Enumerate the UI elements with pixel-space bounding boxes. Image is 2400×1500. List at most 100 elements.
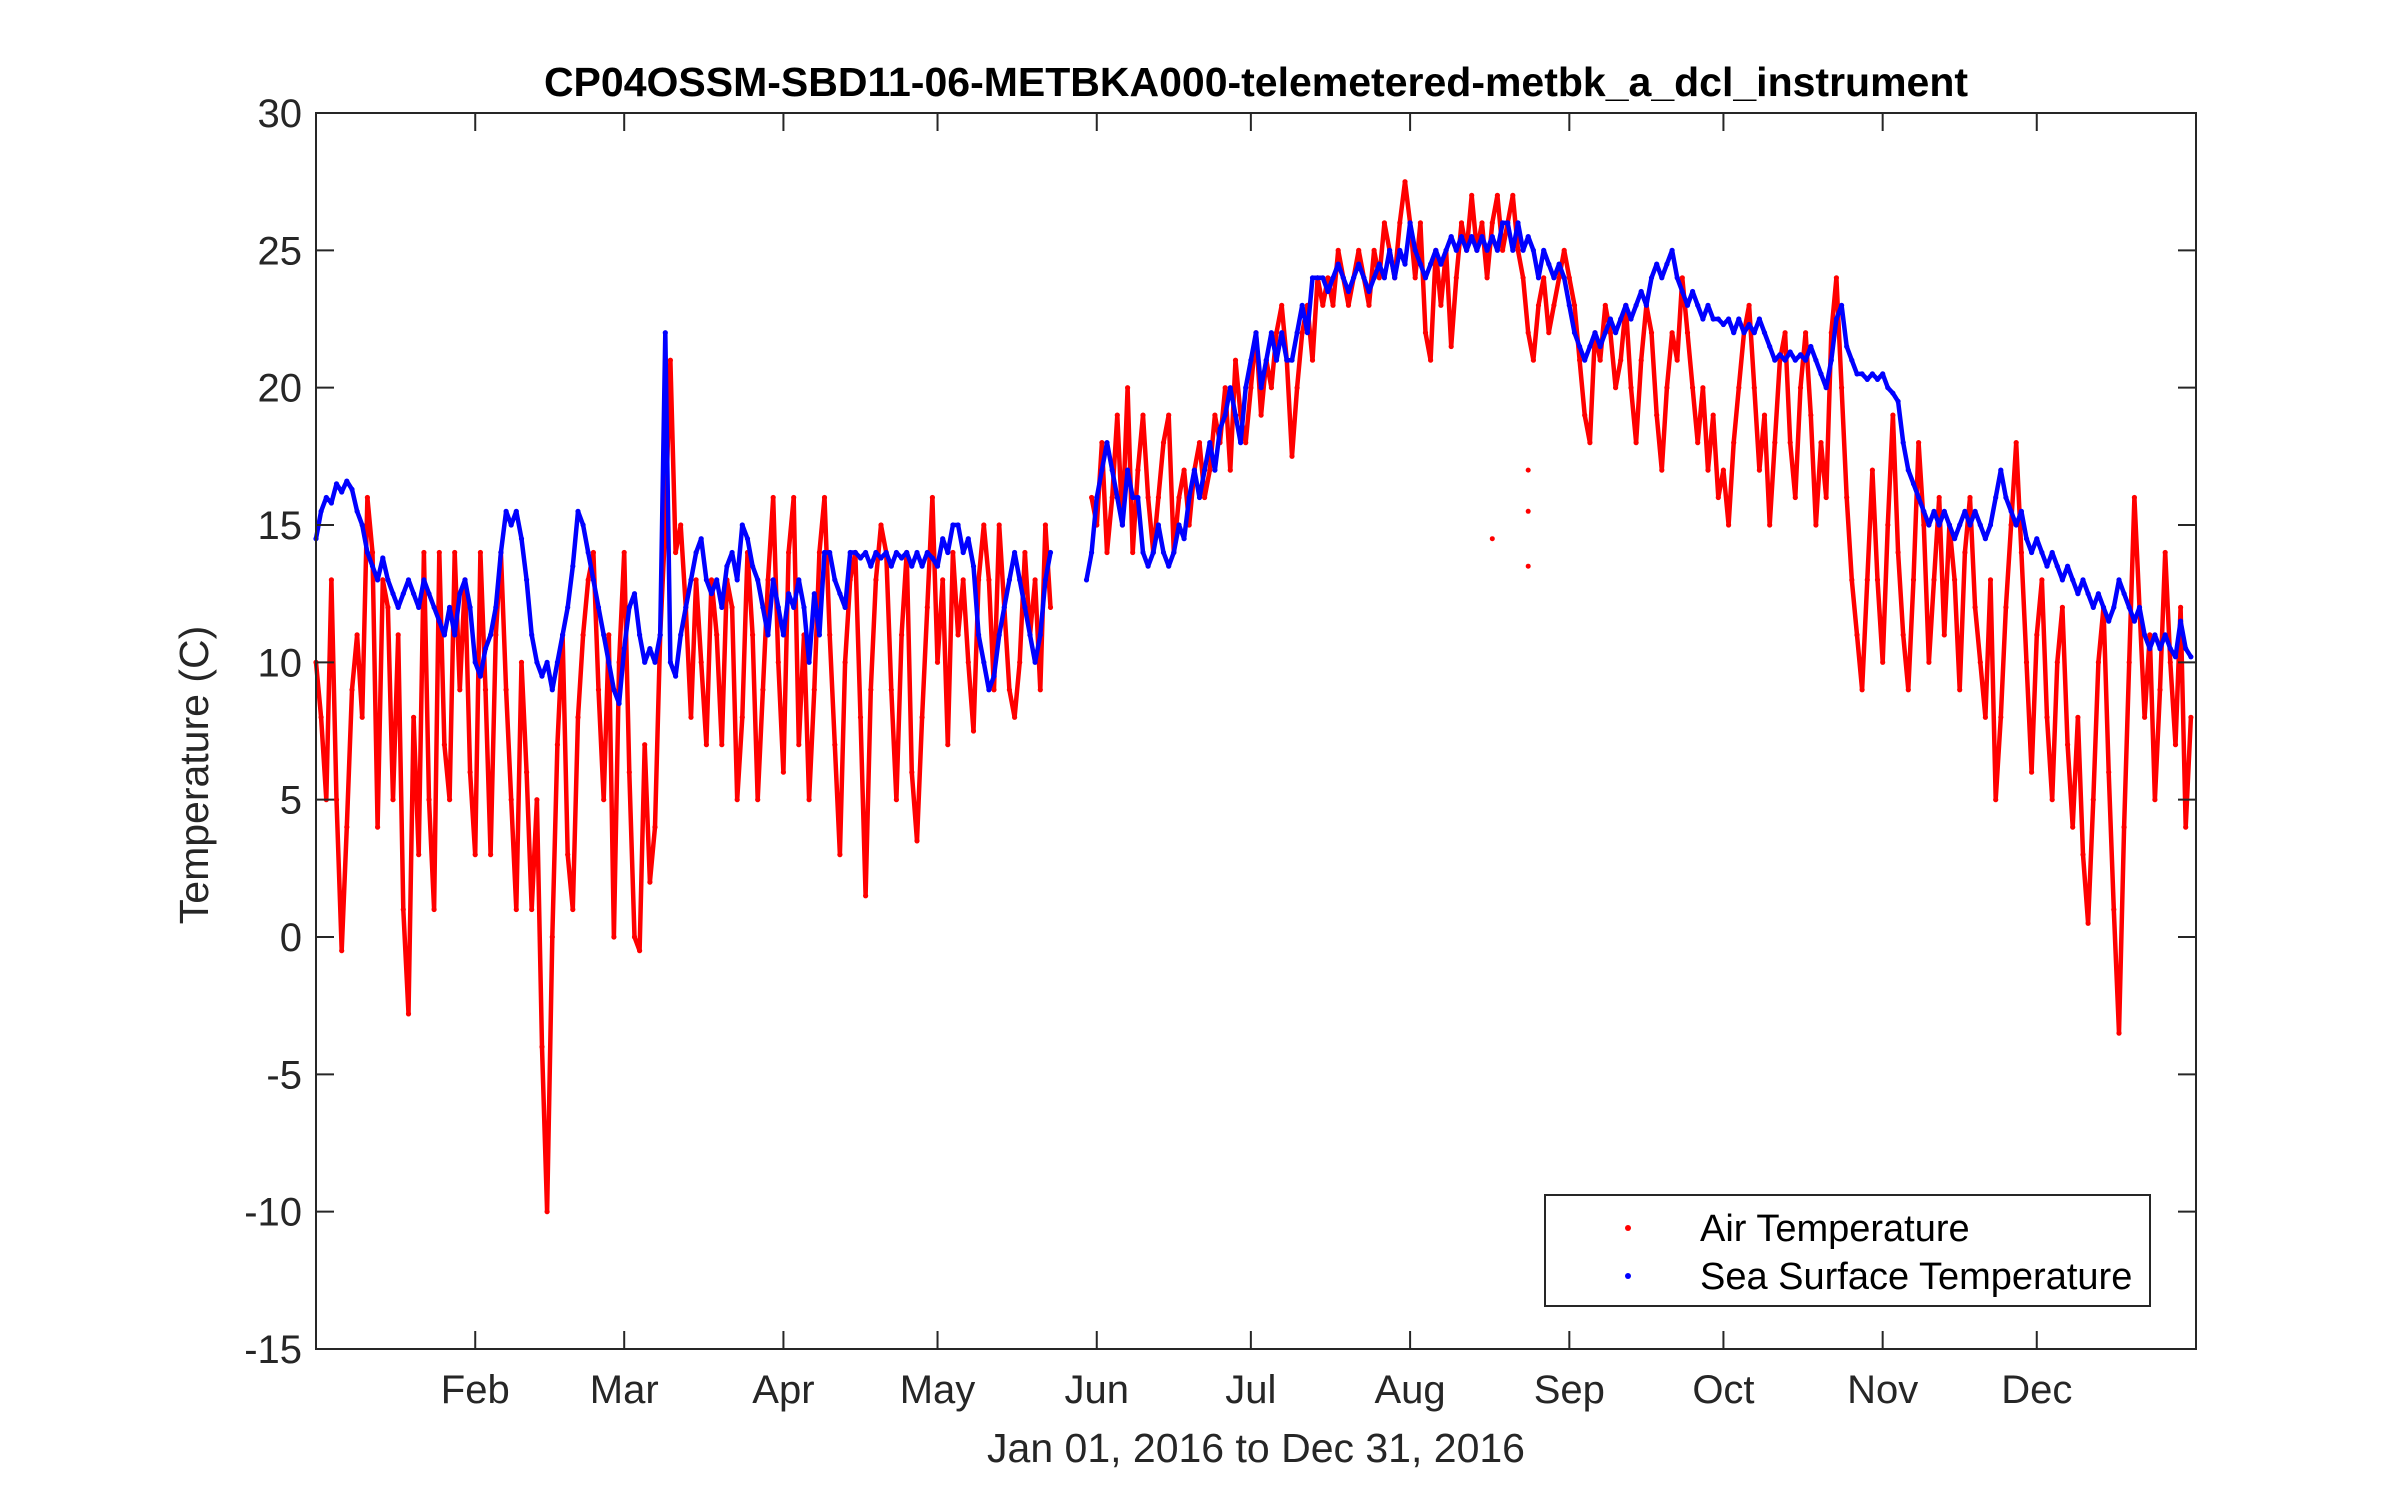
point-sea-surface-temperature xyxy=(1422,275,1429,281)
point-sea-surface-temperature xyxy=(1535,275,1542,281)
point-sea-surface-temperature xyxy=(1556,261,1562,267)
point-sea-surface-temperature xyxy=(375,577,381,583)
point-air-temperature xyxy=(1864,577,1870,583)
point-air-temperature xyxy=(421,549,427,556)
point-air-temperature xyxy=(2167,659,2173,665)
point-air-temperature xyxy=(770,494,776,501)
point-air-temperature xyxy=(667,357,674,363)
point-air-temperature xyxy=(1952,577,1958,583)
point-sea-surface-temperature xyxy=(765,632,771,638)
point-sea-surface-temperature xyxy=(1258,385,1264,391)
point-sea-surface-temperature xyxy=(1885,385,1891,391)
point-sea-surface-temperature xyxy=(611,687,617,693)
point-air-temperature xyxy=(637,948,643,954)
point-sea-surface-temperature xyxy=(821,549,828,556)
point-air-temperature xyxy=(1941,632,1947,638)
point-sea-surface-temperature xyxy=(2167,646,2173,652)
point-sea-surface-temperature xyxy=(1309,275,1316,281)
point-sea-surface-temperature xyxy=(1376,261,1382,267)
point-sea-surface-temperature xyxy=(1823,385,1829,391)
point-sea-surface-temperature xyxy=(2178,618,2184,624)
point-sea-surface-temperature xyxy=(873,549,879,556)
point-air-temperature xyxy=(857,714,864,720)
point-air-temperature xyxy=(1854,632,1860,638)
point-sea-surface-temperature xyxy=(426,591,432,597)
point-sea-surface-temperature xyxy=(1705,302,1711,308)
point-air-temperature xyxy=(590,549,597,556)
point-air-temperature xyxy=(1818,440,1824,446)
point-air-temperature xyxy=(1248,385,1254,391)
point-air-temperature xyxy=(1032,577,1038,583)
point-sea-surface-temperature xyxy=(791,604,797,611)
point-air-temperature xyxy=(1309,357,1316,363)
point-sea-surface-temperature xyxy=(380,555,386,561)
point-sea-surface-temperature xyxy=(1438,261,1444,267)
point-sea-surface-temperature xyxy=(1196,494,1203,501)
point-air-temperature xyxy=(2172,742,2179,748)
point-sea-surface-temperature xyxy=(1335,261,1341,267)
point-air-temperature xyxy=(2106,769,2112,775)
x-tick-label: Sep xyxy=(1534,1368,1605,1412)
point-air-temperature xyxy=(1566,275,1572,281)
y-tick-label: 5 xyxy=(280,779,302,823)
point-sea-surface-temperature xyxy=(1381,275,1387,281)
point-sea-surface-temperature xyxy=(667,659,674,665)
point-air-temperature xyxy=(1715,494,1721,501)
point-air-temperature xyxy=(775,659,781,665)
point-air-temperature xyxy=(601,797,607,803)
point-sea-surface-temperature xyxy=(508,522,514,528)
point-sea-surface-temperature xyxy=(837,591,843,597)
point-air-temperature xyxy=(1679,275,1685,281)
point-sea-surface-temperature xyxy=(554,659,561,665)
point-sea-surface-temperature xyxy=(924,549,930,556)
point-air-temperature xyxy=(2065,742,2071,748)
point-air-temperature xyxy=(411,714,417,720)
point-air-temperature xyxy=(328,577,334,583)
y-tick-label: -10 xyxy=(244,1191,302,1235)
point-air-temperature xyxy=(1166,412,1172,418)
point-air-temperature xyxy=(1130,549,1136,556)
point-air-temperature xyxy=(739,714,745,720)
point-air-temperature xyxy=(1916,440,1922,446)
point-air-temperature xyxy=(2070,824,2076,830)
point-air-temperature xyxy=(940,577,946,583)
point-air-temperature xyxy=(1484,275,1490,281)
point-air-temperature xyxy=(554,742,561,748)
point-sea-surface-temperature xyxy=(1633,302,1639,308)
point-sea-surface-temperature xyxy=(631,591,638,597)
point-sea-surface-temperature xyxy=(693,549,699,556)
point-air-temperature xyxy=(1114,412,1120,418)
legend-label-air-temperature: Air Temperature xyxy=(1700,1208,1970,1250)
point-sea-surface-temperature xyxy=(1417,261,1423,267)
point-air-temperature xyxy=(354,632,360,638)
point-sea-surface-temperature xyxy=(1746,321,1752,328)
point-sea-surface-temperature xyxy=(1217,426,1223,432)
point-air-temperature xyxy=(1196,440,1203,446)
point-air-temperature xyxy=(1273,330,1280,336)
point-sea-surface-temperature xyxy=(1905,467,1911,473)
point-air-temperature xyxy=(2183,824,2189,830)
point-sea-surface-temperature xyxy=(1602,330,1608,336)
point-air-temperature xyxy=(539,1044,545,1050)
point-sea-surface-temperature xyxy=(1869,371,1875,377)
point-sea-surface-temperature xyxy=(1186,494,1192,501)
point-sea-surface-temperature xyxy=(714,577,720,583)
y-tick-label: -5 xyxy=(266,1053,302,1097)
point-sea-surface-temperature xyxy=(1140,549,1146,556)
point-air-temperature xyxy=(2116,1030,2122,1036)
point-air-temperature xyxy=(621,549,627,556)
point-air-temperature xyxy=(1412,275,1418,281)
point-sea-surface-temperature xyxy=(1361,275,1367,281)
point-sea-surface-temperature xyxy=(1130,494,1136,501)
point-sea-surface-temperature xyxy=(1720,321,1726,328)
point-air-temperature xyxy=(482,687,489,693)
point-sea-surface-temperature xyxy=(2126,604,2132,611)
point-sea-surface-temperature xyxy=(364,549,370,556)
point-air-temperature xyxy=(375,824,381,830)
point-air-temperature xyxy=(1736,385,1742,391)
point-air-temperature xyxy=(1494,192,1500,198)
point-air-temperature xyxy=(1320,302,1326,308)
point-air-temperature xyxy=(2054,659,2060,665)
point-air-temperature xyxy=(2157,687,2163,693)
point-sea-surface-temperature xyxy=(960,549,966,556)
